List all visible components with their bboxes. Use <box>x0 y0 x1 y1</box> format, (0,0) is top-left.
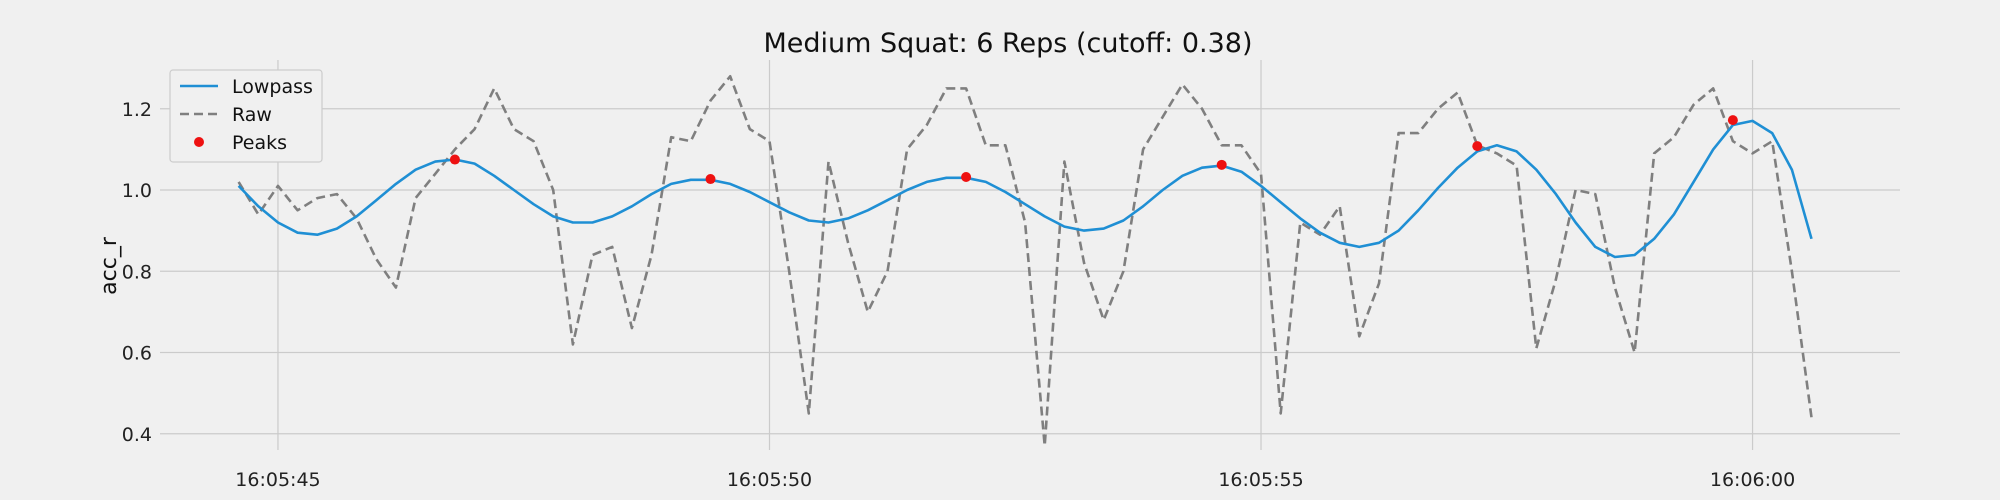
tick-labels: 0.4 0.6 0.8 1.0 1.2 16:05:45 16:05:50 16:05:55 1… <box>122 99 1795 491</box>
legend-peaks-label: Peaks <box>232 132 287 154</box>
legend: Lowpass Raw Peaks <box>169 69 323 163</box>
peak-marker <box>705 174 716 185</box>
peak-marker <box>1216 159 1227 170</box>
lowpass-series-line <box>237 119 1813 259</box>
y-tick-label: 0.4 <box>122 424 152 446</box>
series-layer <box>237 75 1813 448</box>
raw-series-line <box>237 75 1813 448</box>
y-tick-label: 1.0 <box>122 180 152 202</box>
y-tick-label: 0.8 <box>122 261 152 283</box>
peak-marker <box>1472 141 1483 152</box>
legend-peaks-swatch <box>194 137 204 147</box>
peak-marker <box>449 154 460 165</box>
y-tick-label: 1.2 <box>122 99 152 121</box>
y-axis-label: acc_r <box>97 236 122 295</box>
peak-marker <box>961 172 972 182</box>
legend-raw-label: Raw <box>232 104 272 126</box>
legend-box <box>169 69 323 163</box>
x-tick-label: 16:05:50 <box>727 469 812 491</box>
peak-marker <box>1727 115 1738 126</box>
x-tick-label: 16:05:55 <box>1218 469 1303 491</box>
legend-lowpass-label: Lowpass <box>232 76 313 98</box>
x-tick-label: 16:06:00 <box>1710 469 1795 491</box>
y-tick-label: 0.6 <box>122 343 152 365</box>
chart-title: Medium Squat: 6 Reps (cutoff: 0.38) <box>764 28 1253 59</box>
x-tick-label: 16:05:45 <box>235 469 320 491</box>
